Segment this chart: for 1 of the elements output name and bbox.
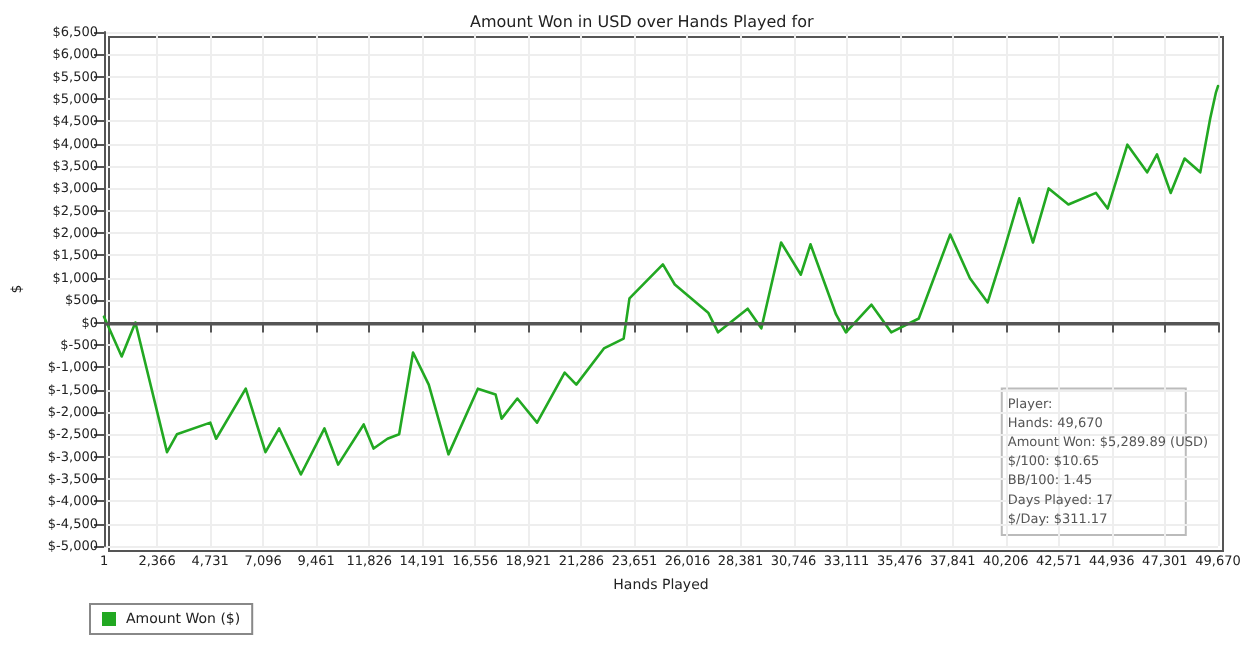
chart-title: Amount Won in USD over Hands Played for <box>470 13 815 31</box>
